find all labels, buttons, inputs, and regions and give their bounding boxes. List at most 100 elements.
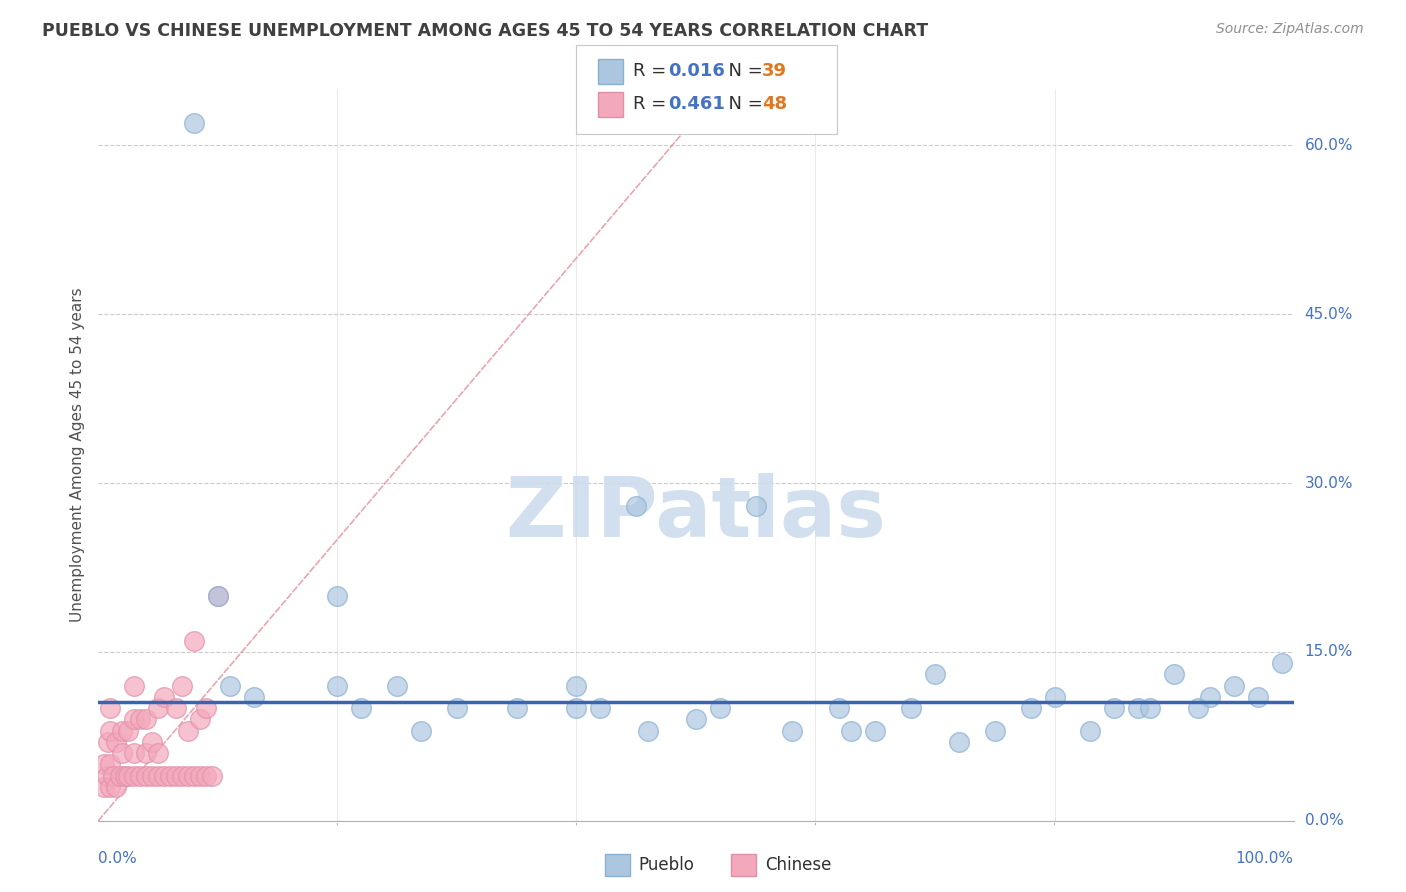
Text: 30.0%: 30.0%: [1305, 475, 1353, 491]
Point: [124, 746, 146, 760]
Point: [1080, 723, 1102, 738]
Text: Source: ZipAtlas.com: Source: ZipAtlas.com: [1216, 22, 1364, 37]
Text: N =: N =: [717, 95, 769, 113]
Point: [565, 701, 588, 715]
Text: 0.016: 0.016: [668, 62, 724, 80]
Point: [141, 735, 163, 749]
Point: [589, 701, 612, 715]
Point: [411, 723, 433, 738]
Point: [1104, 701, 1126, 715]
Point: [135, 746, 157, 760]
Point: [1043, 690, 1066, 704]
Point: [924, 667, 946, 681]
Point: [865, 723, 887, 738]
Point: [114, 769, 136, 783]
Point: [93, 757, 115, 772]
Point: [111, 723, 134, 738]
Point: [900, 701, 922, 715]
Point: [135, 712, 157, 726]
Point: [153, 690, 176, 704]
Point: [195, 769, 218, 783]
Point: [446, 701, 468, 715]
Point: [124, 712, 146, 726]
Point: [117, 723, 139, 738]
Point: [98, 757, 122, 772]
Text: Chinese: Chinese: [765, 856, 831, 874]
Point: [172, 769, 194, 783]
Y-axis label: Unemployment Among Ages 45 to 54 years: Unemployment Among Ages 45 to 54 years: [69, 287, 84, 623]
Point: [153, 769, 176, 783]
Point: [841, 723, 863, 738]
Point: [1271, 656, 1294, 670]
Point: [984, 723, 1007, 738]
Point: [117, 769, 139, 783]
Point: [98, 723, 122, 738]
Text: 100.0%: 100.0%: [1236, 851, 1294, 866]
Text: R =: R =: [633, 62, 672, 80]
Point: [780, 723, 803, 738]
Point: [101, 769, 124, 783]
Point: [129, 769, 152, 783]
Point: [93, 780, 115, 794]
Point: [1247, 690, 1270, 704]
Point: [183, 116, 205, 130]
Point: [135, 769, 157, 783]
Point: [165, 701, 187, 715]
Point: [148, 769, 170, 783]
Point: [1019, 701, 1042, 715]
Point: [98, 780, 122, 794]
Point: [195, 701, 218, 715]
Point: [111, 746, 134, 760]
Point: [98, 701, 122, 715]
Text: R =: R =: [633, 95, 672, 113]
Point: [326, 679, 349, 693]
Point: [97, 735, 120, 749]
Point: [141, 769, 163, 783]
Point: [105, 780, 128, 794]
Point: [188, 769, 211, 783]
Point: [565, 679, 588, 693]
Text: 0.0%: 0.0%: [98, 851, 138, 866]
Point: [159, 769, 181, 783]
Point: [1128, 701, 1150, 715]
Point: [207, 589, 229, 603]
Point: [183, 769, 205, 783]
Text: 48: 48: [762, 95, 787, 113]
Text: 39: 39: [762, 62, 787, 80]
Point: [1187, 701, 1209, 715]
Point: [685, 712, 707, 726]
Text: 0.0%: 0.0%: [1305, 814, 1343, 828]
Point: [183, 633, 205, 648]
Point: [326, 589, 349, 603]
Text: 45.0%: 45.0%: [1305, 307, 1353, 322]
Point: [129, 712, 152, 726]
Point: [385, 679, 409, 693]
Point: [201, 769, 224, 783]
Point: [165, 769, 187, 783]
Point: [828, 701, 851, 715]
Text: N =: N =: [717, 62, 769, 80]
Text: Pueblo: Pueblo: [638, 856, 695, 874]
Text: ZIPatlas: ZIPatlas: [506, 473, 886, 554]
Point: [1199, 690, 1222, 704]
Point: [1223, 679, 1246, 693]
Point: [350, 701, 373, 715]
Point: [148, 701, 170, 715]
Point: [1139, 701, 1161, 715]
Point: [207, 589, 229, 603]
Point: [177, 723, 200, 738]
Point: [506, 701, 529, 715]
Point: [108, 769, 131, 783]
Point: [124, 679, 146, 693]
Point: [243, 690, 266, 704]
Point: [219, 679, 242, 693]
Text: 15.0%: 15.0%: [1305, 644, 1353, 659]
Point: [124, 769, 146, 783]
Point: [626, 499, 648, 513]
Point: [172, 679, 194, 693]
Point: [948, 735, 970, 749]
Point: [745, 499, 768, 513]
Text: PUEBLO VS CHINESE UNEMPLOYMENT AMONG AGES 45 TO 54 YEARS CORRELATION CHART: PUEBLO VS CHINESE UNEMPLOYMENT AMONG AGE…: [42, 22, 928, 40]
Text: 60.0%: 60.0%: [1305, 138, 1353, 153]
Text: 0.461: 0.461: [668, 95, 724, 113]
